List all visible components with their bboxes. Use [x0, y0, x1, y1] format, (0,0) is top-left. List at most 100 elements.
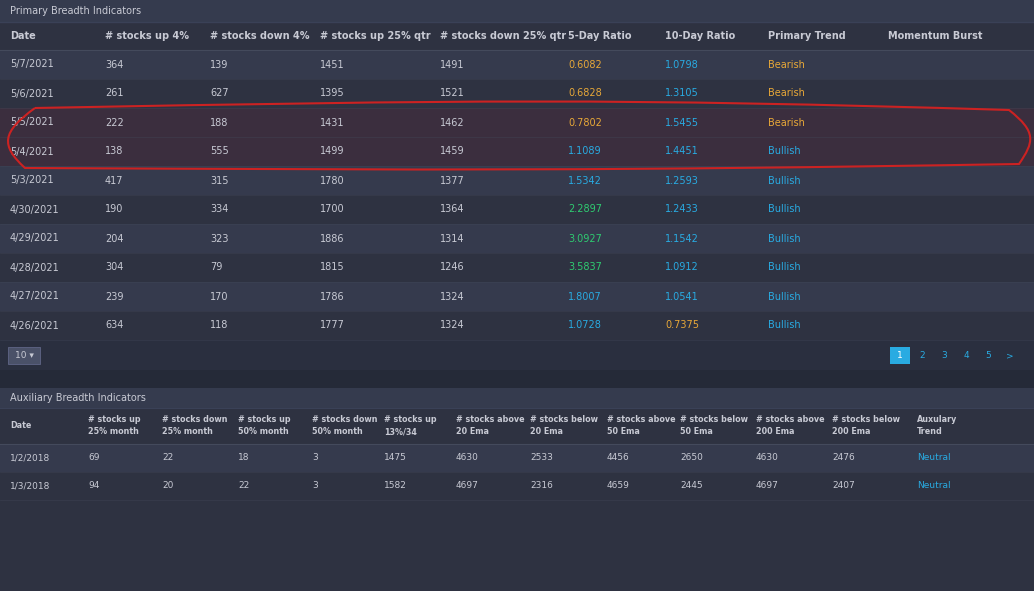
Text: 69: 69: [88, 453, 99, 463]
Text: 1.4451: 1.4451: [665, 147, 699, 157]
Text: 1499: 1499: [320, 147, 344, 157]
Text: 4/28/2021: 4/28/2021: [10, 262, 60, 272]
Text: 1475: 1475: [384, 453, 406, 463]
Text: 4456: 4456: [607, 453, 630, 463]
Text: 323: 323: [210, 233, 229, 243]
Text: 1431: 1431: [320, 118, 344, 128]
Text: 4659: 4659: [607, 482, 630, 491]
Text: 190: 190: [105, 204, 123, 215]
Text: 20 Ema: 20 Ema: [456, 427, 489, 437]
Text: 334: 334: [210, 204, 229, 215]
Text: 20: 20: [162, 482, 174, 491]
Text: Momentum Burst: Momentum Burst: [888, 31, 982, 41]
Text: 10 ▾: 10 ▾: [14, 351, 33, 360]
Text: 22: 22: [162, 453, 174, 463]
Text: 2650: 2650: [680, 453, 703, 463]
Text: Primary Breadth Indicators: Primary Breadth Indicators: [10, 6, 141, 16]
Text: 1582: 1582: [384, 482, 406, 491]
Text: Bearish: Bearish: [768, 118, 804, 128]
Text: 1.0912: 1.0912: [665, 262, 699, 272]
Text: # stocks above: # stocks above: [756, 415, 825, 424]
Bar: [0, 282, 1034, 311]
Text: # stocks above: # stocks above: [456, 415, 524, 424]
Text: # stocks below: # stocks below: [680, 415, 748, 424]
Text: 1.1089: 1.1089: [568, 147, 602, 157]
Bar: [0, 340, 1034, 370]
Text: 204: 204: [105, 233, 123, 243]
Text: 1: 1: [898, 351, 903, 360]
Text: 417: 417: [105, 176, 123, 186]
Text: 4630: 4630: [456, 453, 479, 463]
Text: 22: 22: [238, 482, 249, 491]
Text: Bullish: Bullish: [768, 320, 800, 330]
Text: # stocks below: # stocks below: [530, 415, 598, 424]
Text: 5: 5: [985, 351, 991, 360]
Text: 1786: 1786: [320, 291, 344, 301]
Text: 20 Ema: 20 Ema: [530, 427, 562, 437]
Text: Auxulary: Auxulary: [917, 415, 957, 424]
Text: 3.0927: 3.0927: [568, 233, 602, 243]
Text: # stocks up: # stocks up: [384, 415, 436, 424]
Text: 261: 261: [105, 89, 123, 99]
Text: 170: 170: [210, 291, 229, 301]
Text: 239: 239: [105, 291, 123, 301]
Text: 200 Ema: 200 Ema: [832, 427, 871, 437]
Text: # stocks above: # stocks above: [607, 415, 675, 424]
Text: 50 Ema: 50 Ema: [680, 427, 712, 437]
Text: 25% month: 25% month: [88, 427, 139, 437]
Text: 2: 2: [919, 351, 924, 360]
Text: # stocks down 25% qtr: # stocks down 25% qtr: [440, 31, 567, 41]
Text: 1.8007: 1.8007: [568, 291, 602, 301]
Text: 5/6/2021: 5/6/2021: [10, 89, 54, 99]
Text: 50% month: 50% month: [238, 427, 288, 437]
Text: 118: 118: [210, 320, 229, 330]
Bar: [0, 22, 1034, 50]
Text: 3: 3: [941, 351, 947, 360]
Text: 2316: 2316: [530, 482, 553, 491]
Text: Neutral: Neutral: [917, 453, 950, 463]
Text: 1.0728: 1.0728: [568, 320, 602, 330]
Text: Bullish: Bullish: [768, 233, 800, 243]
Text: Bullish: Bullish: [768, 176, 800, 186]
Text: 634: 634: [105, 320, 123, 330]
Text: 188: 188: [210, 118, 229, 128]
Text: Date: Date: [10, 421, 31, 430]
Bar: [0, 472, 1034, 500]
Text: 25% month: 25% month: [162, 427, 213, 437]
Text: 50% month: 50% month: [312, 427, 363, 437]
Text: Primary Trend: Primary Trend: [768, 31, 846, 41]
Text: 200 Ema: 200 Ema: [756, 427, 794, 437]
Text: 2533: 2533: [530, 453, 553, 463]
Text: # stocks up 25% qtr: # stocks up 25% qtr: [320, 31, 430, 41]
Text: 3: 3: [312, 453, 317, 463]
Text: Bullish: Bullish: [768, 262, 800, 272]
Text: 4/26/2021: 4/26/2021: [10, 320, 60, 330]
Text: # stocks below: # stocks below: [832, 415, 900, 424]
Text: 1459: 1459: [440, 147, 464, 157]
Text: Bearish: Bearish: [768, 60, 804, 70]
Text: 94: 94: [88, 482, 99, 491]
Bar: [0, 370, 1034, 388]
Text: 304: 304: [105, 262, 123, 272]
Bar: [978, 347, 998, 364]
Text: 2407: 2407: [832, 482, 855, 491]
Text: 1700: 1700: [320, 204, 344, 215]
Text: 2445: 2445: [680, 482, 703, 491]
Text: 1.0541: 1.0541: [665, 291, 699, 301]
Text: 0.6082: 0.6082: [568, 60, 602, 70]
Text: 1324: 1324: [440, 320, 464, 330]
Text: Neutral: Neutral: [917, 482, 950, 491]
Bar: [0, 311, 1034, 340]
Text: 1377: 1377: [440, 176, 464, 186]
Text: 50 Ema: 50 Ema: [607, 427, 640, 437]
Text: 1777: 1777: [320, 320, 345, 330]
Text: # stocks up: # stocks up: [88, 415, 141, 424]
Text: 139: 139: [210, 60, 229, 70]
Bar: [956, 347, 976, 364]
Text: # stocks down: # stocks down: [312, 415, 377, 424]
Bar: [8, 347, 40, 364]
Text: # stocks up: # stocks up: [238, 415, 291, 424]
Text: 222: 222: [105, 118, 124, 128]
Text: 1815: 1815: [320, 262, 344, 272]
Text: >: >: [1006, 351, 1013, 360]
